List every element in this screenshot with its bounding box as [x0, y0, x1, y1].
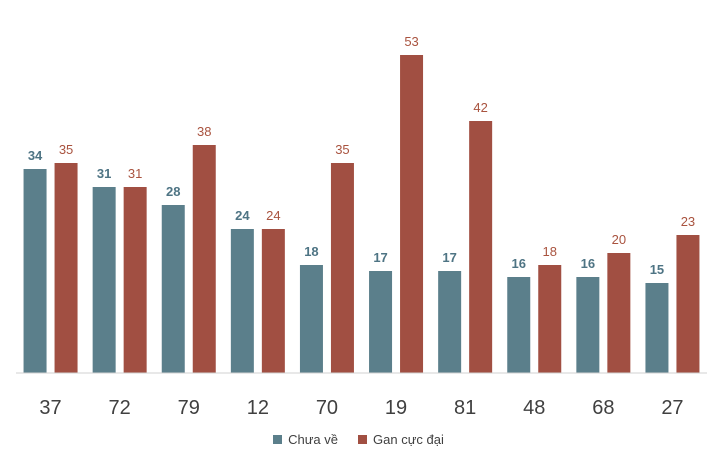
value-label-series-1-27: 15 [650, 262, 664, 277]
value-label-series-2-19: 53 [404, 34, 418, 49]
legend-swatch-series-1 [273, 435, 283, 444]
bar-series-2-70 [330, 163, 354, 373]
value-label-series-1-70: 18 [304, 244, 318, 259]
x-tick-label-81: 81 [454, 397, 476, 419]
bar-series-1-72 [92, 187, 116, 373]
value-label-series-2-70: 35 [335, 142, 349, 157]
bar-series-1-48 [507, 277, 531, 373]
value-label-series-2-27: 23 [681, 214, 695, 229]
bar-series-1-12 [230, 229, 254, 373]
legend-item-series-2: Gan cực đại [358, 432, 444, 447]
value-label-series-2-12: 24 [266, 208, 280, 223]
x-tick-label-72: 72 [109, 397, 131, 419]
value-label-series-2-68: 20 [612, 232, 626, 247]
value-label-series-1-12: 24 [235, 208, 250, 223]
value-label-series-1-37: 34 [28, 148, 43, 163]
x-tick-label-70: 70 [316, 397, 338, 419]
value-label-series-2-37: 35 [59, 142, 73, 157]
bar-series-2-81 [469, 121, 493, 373]
x-tick-label-48: 48 [523, 397, 545, 419]
x-tick-label-12: 12 [247, 397, 269, 419]
bar-series-1-70 [299, 265, 323, 373]
x-tick-label-37: 37 [39, 397, 61, 419]
value-label-series-2-79: 38 [197, 124, 211, 139]
bar-series-2-72 [123, 187, 147, 373]
value-label-series-2-72: 31 [128, 166, 142, 181]
legend-label-series-1: Chưa về [288, 432, 339, 447]
value-label-series-2-81: 42 [473, 100, 487, 115]
legend-label-series-2: Gan cực đại [373, 432, 444, 447]
x-tick-labels-layer: 37 72 79 12 70 19 81 48 68 27 [39, 397, 683, 419]
value-label-series-1-72: 31 [97, 166, 111, 181]
bar-series-2-19 [400, 55, 424, 373]
bar-series-2-12 [261, 229, 285, 373]
x-tick-label-19: 19 [385, 397, 407, 419]
bar-series-1-19 [369, 271, 393, 373]
legend-item-series-1: Chưa về [273, 432, 338, 447]
bar-series-2-68 [607, 253, 631, 373]
bar-series-1-37 [23, 169, 47, 373]
legend-swatch-series-2 [358, 435, 368, 444]
bar-series-1-79 [161, 205, 185, 373]
x-tick-label-79: 79 [178, 397, 200, 419]
legend: Chưa về Gan cực đại [0, 432, 717, 447]
value-labels-layer: 34 35 31 31 28 38 24 24 18 35 17 53 17 42 16 18 16 20 15 23 [28, 34, 695, 277]
bar-series-2-48 [538, 265, 562, 373]
bar-series-1-68 [576, 277, 600, 373]
value-label-series-1-48: 16 [512, 256, 526, 271]
bar-series-1-27 [645, 283, 669, 373]
x-tick-label-68: 68 [592, 397, 614, 419]
bar-series-1-81 [438, 271, 462, 373]
value-label-series-1-79: 28 [166, 184, 180, 199]
value-label-series-1-81: 17 [442, 250, 456, 265]
value-label-series-1-19: 17 [373, 250, 387, 265]
value-label-series-2-48: 18 [543, 244, 557, 259]
x-tick-label-27: 27 [661, 397, 683, 419]
value-label-series-1-68: 16 [581, 256, 595, 271]
bar-series-2-37 [54, 163, 78, 373]
bars-layer [23, 55, 700, 373]
bar-series-2-79 [192, 145, 216, 373]
bar-series-2-27 [676, 235, 700, 373]
